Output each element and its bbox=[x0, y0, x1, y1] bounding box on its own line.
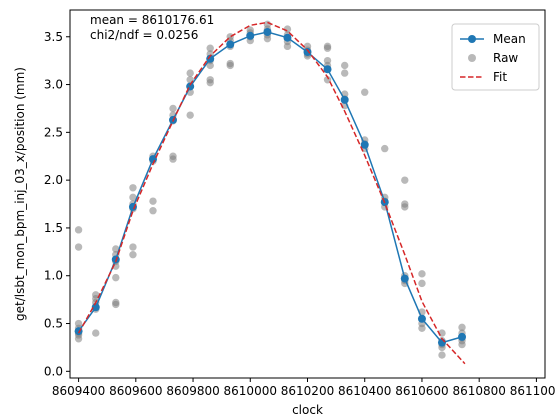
x-tick-label: 8610200 bbox=[281, 384, 334, 398]
raw-point bbox=[92, 329, 100, 337]
y-tick-label: 3.0 bbox=[44, 78, 63, 92]
mean-point bbox=[400, 274, 409, 283]
raw-point bbox=[129, 184, 137, 192]
y-tick-label: 1.0 bbox=[44, 269, 63, 283]
mean-point bbox=[263, 27, 272, 36]
raw-point bbox=[129, 250, 137, 259]
legend-mean-marker bbox=[468, 35, 476, 43]
legend-raw-label: Raw bbox=[493, 51, 518, 65]
raw-point bbox=[458, 340, 466, 349]
y-tick-label: 2.5 bbox=[44, 125, 63, 139]
raw-point bbox=[418, 270, 426, 278]
mean-point bbox=[360, 140, 369, 149]
raw-point bbox=[186, 69, 194, 77]
raw-point bbox=[206, 78, 214, 87]
y-tick-label: 2.0 bbox=[44, 173, 63, 187]
raw-point bbox=[263, 34, 272, 43]
raw-point bbox=[283, 42, 292, 51]
legend-raw-marker bbox=[468, 54, 476, 62]
mean-point bbox=[246, 31, 255, 40]
legend: Mean Raw Fit bbox=[451, 23, 540, 91]
raw-point bbox=[340, 61, 349, 70]
mean-point bbox=[206, 54, 215, 63]
y-tick-label: 3.5 bbox=[44, 30, 63, 44]
plot-layer bbox=[74, 20, 467, 365]
mean-point bbox=[283, 33, 292, 42]
legend-mean-label: Mean bbox=[493, 32, 526, 46]
x-tick-label: 8609600 bbox=[109, 384, 162, 398]
raw-point bbox=[112, 300, 120, 309]
raw-point bbox=[129, 243, 137, 251]
mean-point bbox=[417, 314, 426, 323]
raw-point bbox=[74, 226, 83, 234]
mean-point bbox=[458, 332, 467, 341]
raw-point bbox=[381, 144, 389, 153]
raw-point bbox=[169, 104, 177, 113]
x-tick-label: 8609800 bbox=[166, 384, 219, 398]
raw-point bbox=[323, 76, 332, 84]
y-axis-label: get/lsbt_mon_bpm_inj_03_x/position (mm) bbox=[13, 67, 27, 321]
x-tick-label: 8610800 bbox=[452, 384, 505, 398]
mean-point bbox=[91, 303, 100, 312]
chi2-annotation: chi2/ndf = 0.0256 bbox=[90, 28, 198, 42]
raw-point bbox=[169, 155, 177, 163]
raw-point bbox=[129, 193, 137, 202]
raw-point bbox=[112, 245, 120, 253]
raw-point bbox=[361, 88, 369, 96]
raw-point bbox=[438, 351, 446, 359]
mean-point bbox=[340, 95, 349, 104]
raw-point bbox=[186, 111, 194, 119]
x-tick-label: 8610600 bbox=[395, 384, 448, 398]
x-axis-label: clock bbox=[292, 403, 323, 417]
raw-point bbox=[418, 279, 426, 288]
raw-point bbox=[112, 273, 120, 282]
mean-point bbox=[323, 65, 332, 74]
raw-point bbox=[74, 335, 83, 343]
raw-point bbox=[74, 243, 83, 251]
raw-point bbox=[458, 323, 466, 332]
legend-fit-label: Fit bbox=[493, 70, 507, 84]
mean-annotation: mean = 8610176.61 bbox=[90, 13, 214, 27]
raw-point bbox=[149, 197, 157, 205]
raw-point bbox=[226, 61, 234, 70]
x-tick-label: 8609400 bbox=[52, 384, 105, 398]
x-tick-label: 8610000 bbox=[224, 384, 277, 398]
raw-point bbox=[149, 207, 157, 215]
raw-point bbox=[323, 44, 332, 52]
y-tick-label: 0.0 bbox=[44, 364, 63, 378]
raw-point bbox=[401, 176, 409, 184]
x-tick-label: 8610400 bbox=[338, 384, 391, 398]
mean-point bbox=[226, 40, 235, 49]
raw-point bbox=[206, 61, 214, 70]
fit-line bbox=[77, 21, 466, 365]
raw-point bbox=[401, 203, 409, 211]
raw-point bbox=[206, 44, 214, 52]
mean-point bbox=[303, 48, 312, 57]
y-tick-label: 1.5 bbox=[44, 221, 63, 235]
axis-ticks: 8609400 8609600 8609800 8610000 8610200 86104… bbox=[44, 30, 555, 398]
raw-point bbox=[340, 69, 349, 77]
y-tick-label: 0.5 bbox=[44, 317, 63, 331]
raw-point bbox=[418, 324, 426, 332]
